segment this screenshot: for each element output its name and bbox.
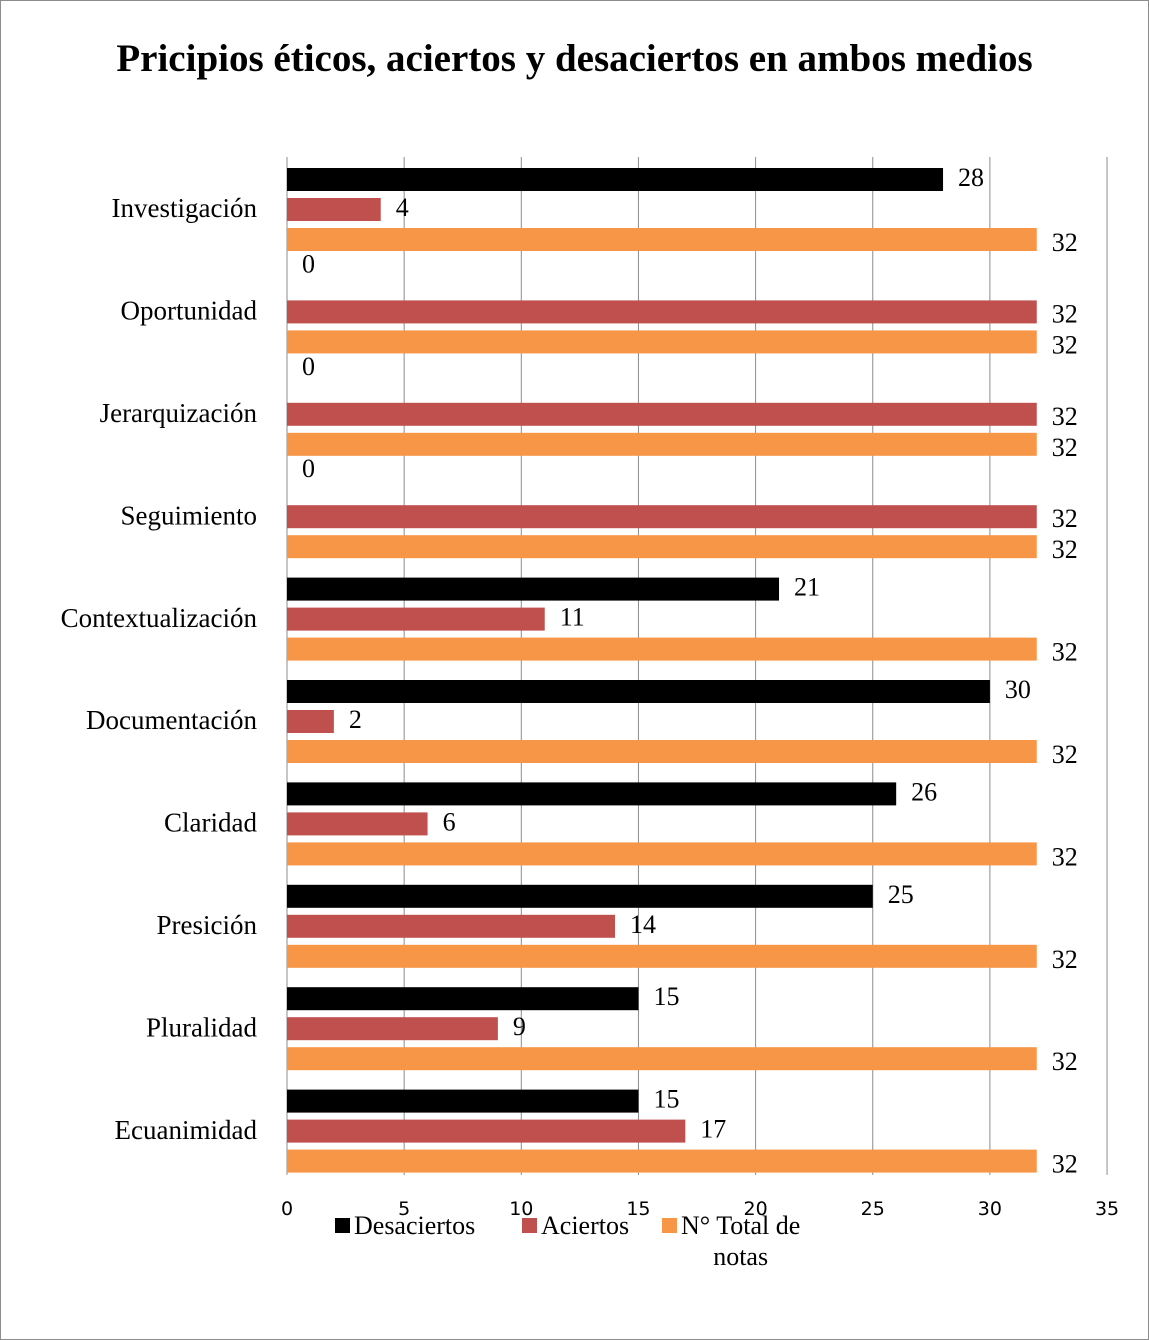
bar-seguimiento-n-total-de-notas [287, 535, 1037, 559]
bar-investigacion-n-total-de-notas [287, 228, 1037, 251]
bar-seguimiento-aciertos [287, 505, 1037, 529]
category-label-contextualizacion: Contextualización [61, 603, 258, 633]
legend-swatch-total-notas [662, 1218, 677, 1233]
bar-ecuanimidad-desaciertos [287, 1089, 639, 1113]
data-label-claridad-aciertos: 6 [443, 807, 456, 836]
bar-investigacion-aciertos [287, 198, 381, 221]
x-tick-label-5: 5 [398, 1198, 410, 1220]
bar-presicion-desaciertos [287, 884, 873, 908]
x-tick-label-15: 15 [626, 1198, 650, 1220]
bar-presicion-n-total-de-notas [287, 944, 1037, 968]
bar-pluralidad-n-total-de-notas [287, 1047, 1037, 1071]
category-label-seguimiento: Seguimiento [121, 500, 258, 530]
data-label-claridad-n-total-de-notas: 32 [1052, 842, 1078, 871]
legend-item-desaciertos: Desaciertos [335, 1210, 475, 1241]
legend-label-aciertos: Aciertos [541, 1211, 630, 1240]
data-label-investigacion-desaciertos: 28 [958, 163, 984, 192]
data-label-ecuanimidad-desaciertos: 15 [653, 1085, 679, 1114]
bar-pluralidad-desaciertos [287, 987, 639, 1011]
legend-swatch-desaciertos [335, 1218, 350, 1233]
data-label-claridad-desaciertos: 26 [911, 777, 937, 806]
legend-label-total-notas: N° Total de notas [681, 1210, 800, 1272]
legend: Desaciertos Aciertos N° Total de notas [0, 1205, 1149, 1285]
category-label-pluralidad: Pluralidad [146, 1012, 257, 1042]
bar-contextualizacion-aciertos [287, 607, 545, 631]
data-label-pluralidad-n-total-de-notas: 32 [1052, 1047, 1078, 1076]
x-tick-label-20: 20 [744, 1198, 768, 1220]
data-label-pluralidad-desaciertos: 15 [653, 982, 679, 1011]
data-label-presicion-aciertos: 14 [630, 910, 656, 939]
x-tick-label-30: 30 [978, 1198, 1002, 1220]
data-label-ecuanimidad-aciertos: 17 [700, 1115, 726, 1144]
x-tick-label-25: 25 [861, 1198, 885, 1220]
bar-documentacion-n-total-de-notas [287, 740, 1037, 763]
data-label-investigacion-aciertos: 4 [396, 193, 409, 222]
legend-item-total-notas: N° Total de notas [662, 1210, 800, 1272]
bar-claridad-aciertos [287, 812, 428, 836]
data-label-documentacion-desaciertos: 30 [1005, 675, 1031, 704]
data-label-presicion-n-total-de-notas: 32 [1052, 945, 1078, 974]
x-tick-label-35: 35 [1095, 1198, 1119, 1220]
bar-contextualizacion-desaciertos [287, 577, 780, 601]
bar-pluralidad-aciertos [287, 1017, 498, 1041]
category-label-investigacion: Investigación [112, 193, 258, 223]
data-label-seguimiento-desaciertos: 0 [302, 454, 315, 483]
bar-jerarquizacion-n-total-de-notas [287, 432, 1037, 456]
x-tick-label-10: 10 [509, 1198, 533, 1220]
legend-label-desaciertos: Desaciertos [354, 1211, 476, 1240]
data-label-contextualizacion-aciertos: 11 [560, 603, 585, 632]
x-tick-label-0: 0 [281, 1198, 293, 1220]
legend-label-total-notas-line1: N° Total de [681, 1211, 801, 1240]
category-label-presicion: Presición [157, 910, 258, 940]
chart-title: Pricipios éticos, aciertos y desaciertos… [116, 37, 1033, 80]
bar-documentacion-aciertos [287, 710, 334, 733]
data-label-jerarquizacion-aciertos: 32 [1052, 402, 1078, 431]
bar-documentacion-desaciertos [287, 680, 990, 703]
category-label-ecuanimidad: Ecuanimidad [115, 1115, 258, 1145]
data-label-seguimiento-n-total-de-notas: 32 [1052, 535, 1078, 564]
legend-item-aciertos: Aciertos [522, 1210, 629, 1241]
data-label-contextualizacion-n-total-de-notas: 32 [1052, 638, 1078, 667]
data-label-contextualizacion-desaciertos: 21 [794, 573, 820, 602]
data-label-oportunidad-desaciertos: 0 [302, 249, 315, 278]
legend-label-total-notas-line2: notas [713, 1242, 769, 1271]
bar-ecuanimidad-n-total-de-notas [287, 1149, 1037, 1173]
bar-claridad-desaciertos [287, 782, 897, 806]
category-label-oportunidad: Oportunidad [121, 296, 258, 326]
data-label-seguimiento-aciertos: 32 [1052, 504, 1078, 533]
data-label-pluralidad-aciertos: 9 [513, 1012, 526, 1041]
bar-oportunidad-n-total-de-notas [287, 330, 1037, 354]
bar-contextualizacion-n-total-de-notas [287, 637, 1037, 661]
data-label-documentacion-aciertos: 2 [349, 705, 362, 734]
data-label-presicion-desaciertos: 25 [888, 880, 914, 909]
data-label-jerarquizacion-desaciertos: 0 [302, 352, 315, 381]
category-label-documentacion: Documentación [86, 705, 257, 735]
bar-jerarquizacion-aciertos [287, 402, 1037, 426]
category-label-jerarquizacion: Jerarquización [100, 398, 258, 428]
data-label-ecuanimidad-n-total-de-notas: 32 [1052, 1150, 1078, 1179]
bar-presicion-aciertos [287, 914, 616, 938]
data-label-jerarquizacion-n-total-de-notas: 32 [1052, 433, 1078, 462]
data-label-oportunidad-n-total-de-notas: 32 [1052, 330, 1078, 359]
category-label-claridad: Claridad [164, 808, 257, 838]
data-label-oportunidad-aciertos: 32 [1052, 299, 1078, 328]
bar-investigacion-desaciertos [287, 168, 944, 191]
bar-oportunidad-aciertos [287, 300, 1037, 324]
data-label-documentacion-n-total-de-notas: 32 [1052, 740, 1078, 769]
legend-swatch-aciertos [522, 1218, 537, 1233]
bar-ecuanimidad-aciertos [287, 1119, 686, 1143]
bar-claridad-n-total-de-notas [287, 842, 1037, 866]
data-label-investigacion-n-total-de-notas: 32 [1052, 228, 1078, 257]
